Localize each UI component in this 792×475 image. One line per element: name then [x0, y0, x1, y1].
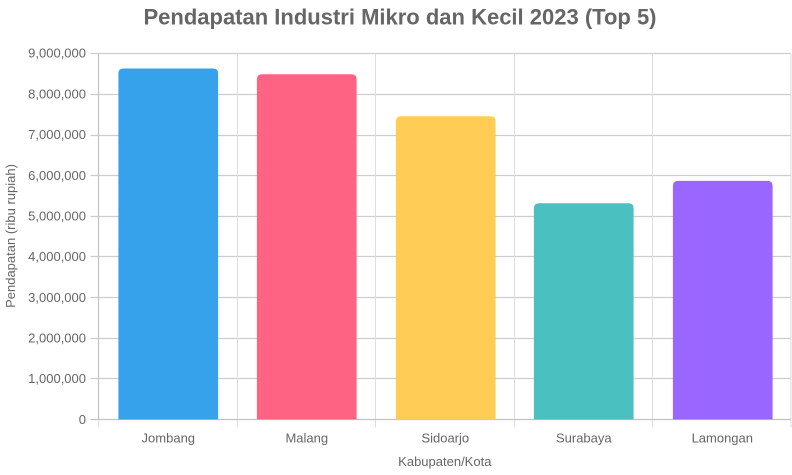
svg-text:Pendapatan (ribu rupiah): Pendapatan (ribu rupiah)	[3, 164, 18, 308]
svg-text:8,000,000: 8,000,000	[28, 86, 86, 101]
svg-text:Malang: Malang	[285, 431, 328, 446]
svg-text:5,000,000: 5,000,000	[28, 209, 86, 224]
svg-text:Pendapatan Industri Mikro dan: Pendapatan Industri Mikro dan Kecil 2023…	[143, 4, 656, 29]
svg-text:9,000,000: 9,000,000	[28, 46, 86, 61]
svg-text:4,000,000: 4,000,000	[28, 249, 86, 264]
svg-text:3,000,000: 3,000,000	[28, 290, 86, 305]
svg-text:Jombang: Jombang	[142, 431, 195, 446]
svg-text:Sidoarjo: Sidoarjo	[421, 431, 469, 446]
svg-text:2,000,000: 2,000,000	[28, 331, 86, 346]
svg-text:7,000,000: 7,000,000	[28, 127, 86, 142]
svg-text:0: 0	[79, 412, 86, 427]
svg-text:Lamongan: Lamongan	[692, 431, 753, 446]
svg-text:Surabaya: Surabaya	[556, 431, 612, 446]
svg-text:1,000,000: 1,000,000	[28, 371, 86, 386]
svg-text:6,000,000: 6,000,000	[28, 168, 86, 183]
svg-text:Kabupaten/Kota: Kabupaten/Kota	[398, 454, 492, 469]
